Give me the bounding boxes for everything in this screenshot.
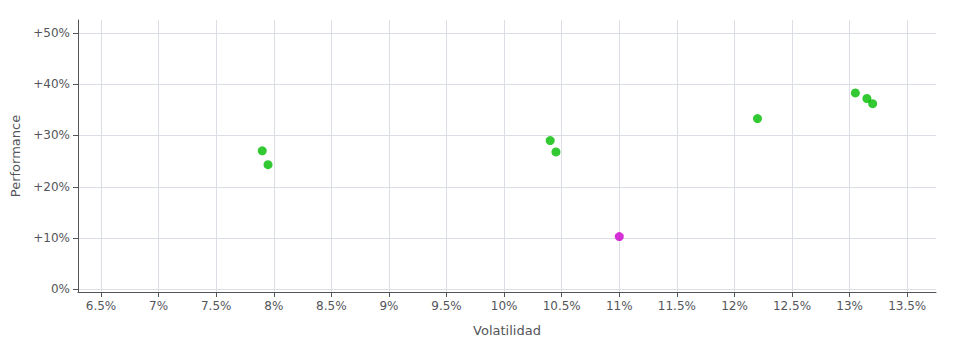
- svg-text:13.5%: 13.5%: [888, 299, 926, 313]
- svg-text:8%: 8%: [264, 299, 283, 313]
- svg-text:12.5%: 12.5%: [773, 299, 811, 313]
- svg-text:9%: 9%: [379, 299, 398, 313]
- svg-text:10%: 10%: [491, 299, 518, 313]
- svg-text:9.5%: 9.5%: [431, 299, 462, 313]
- svg-text:7%: 7%: [149, 299, 168, 313]
- svg-text:Performance: Performance: [8, 115, 23, 197]
- svg-text:+40%: +40%: [33, 77, 70, 91]
- svg-text:13%: 13%: [836, 299, 863, 313]
- svg-text:11%: 11%: [606, 299, 633, 313]
- svg-text:8.5%: 8.5%: [316, 299, 347, 313]
- svg-text:6.5%: 6.5%: [86, 299, 117, 313]
- svg-text:10.5%: 10.5%: [543, 299, 581, 313]
- svg-text:+20%: +20%: [33, 180, 70, 194]
- svg-text:+10%: +10%: [33, 231, 70, 245]
- svg-text:11.5%: 11.5%: [658, 299, 696, 313]
- svg-text:7.5%: 7.5%: [201, 299, 232, 313]
- svg-text:0%: 0%: [51, 282, 70, 296]
- svg-text:Volatilidad: Volatilidad: [473, 323, 541, 338]
- svg-text:+30%: +30%: [33, 128, 70, 142]
- svg-text:+50%: +50%: [33, 26, 70, 40]
- svg-text:12%: 12%: [721, 299, 748, 313]
